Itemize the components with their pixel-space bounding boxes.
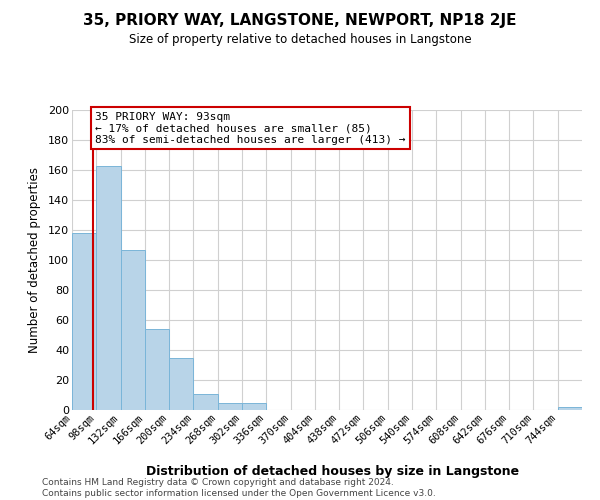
Text: 35, PRIORY WAY, LANGSTONE, NEWPORT, NP18 2JE: 35, PRIORY WAY, LANGSTONE, NEWPORT, NP18… [83,12,517,28]
Bar [242,402,266,410]
Text: 35 PRIORY WAY: 93sqm
← 17% of detached houses are smaller (85)
83% of semi-detac: 35 PRIORY WAY: 93sqm ← 17% of detached h… [95,112,406,144]
Text: Distribution of detached houses by size in Langstone: Distribution of detached houses by size … [146,464,520,477]
Bar [218,402,242,410]
Bar [169,358,193,410]
Bar [72,233,96,410]
Y-axis label: Number of detached properties: Number of detached properties [28,167,41,353]
Bar [121,250,145,410]
Bar [193,394,218,410]
Bar [145,329,169,410]
Bar [558,407,582,410]
Text: Size of property relative to detached houses in Langstone: Size of property relative to detached ho… [128,32,472,46]
Bar [96,166,121,410]
Text: Contains HM Land Registry data © Crown copyright and database right 2024.
Contai: Contains HM Land Registry data © Crown c… [42,478,436,498]
